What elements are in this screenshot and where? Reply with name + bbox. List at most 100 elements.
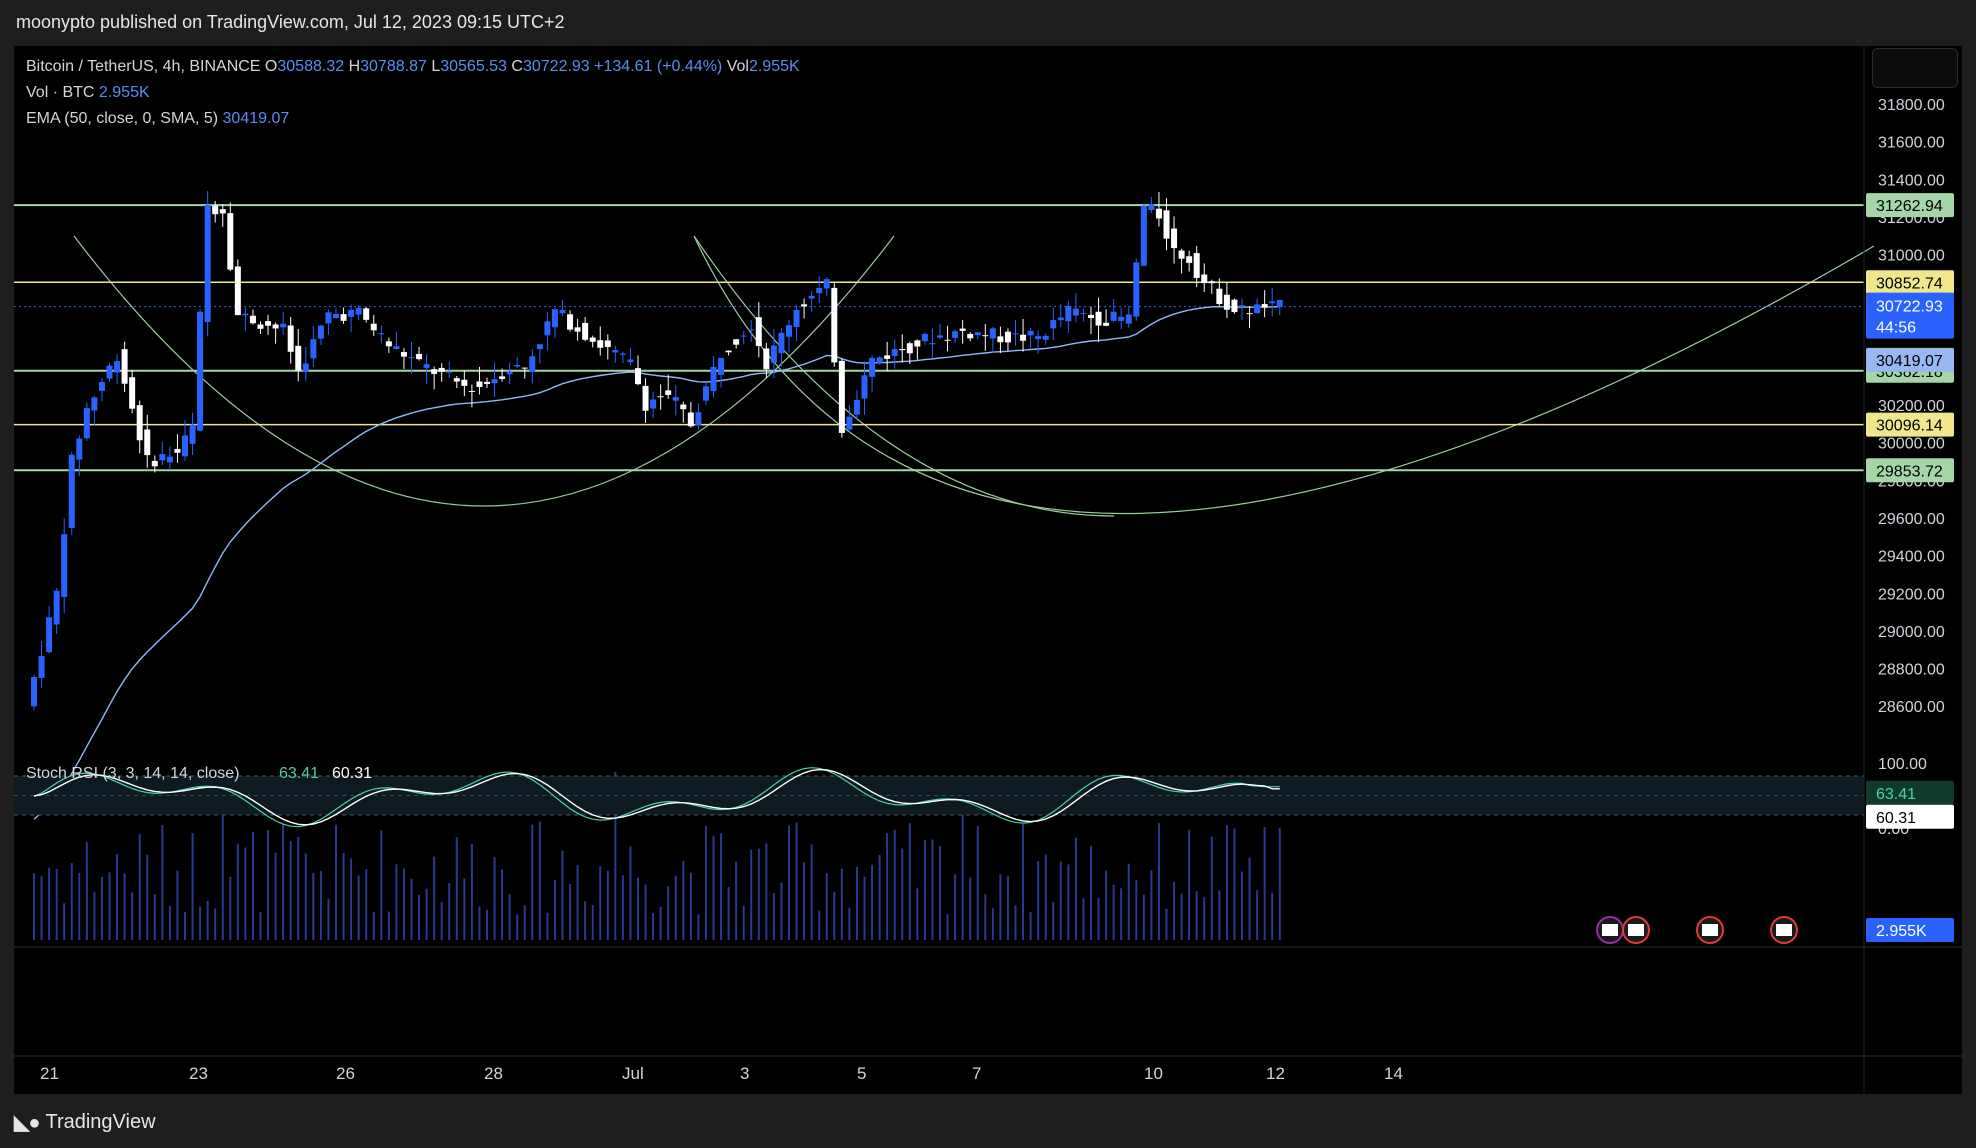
candle-body [536,344,543,350]
volume-bar [508,894,511,940]
volume-bar [674,875,677,940]
legend-vol-label: Vol [726,58,749,75]
candle-body [695,412,702,426]
candle-body [1072,308,1079,316]
volume-bar [1157,822,1160,940]
volume-bar [704,825,707,940]
volume-bar [40,876,43,940]
volume-bar [1225,825,1228,940]
legend-symbol[interactable]: Bitcoin / TetherUS, 4h, BINANCE [26,58,261,75]
stoch-k-value: 63.41 [279,765,319,782]
candle-body [921,333,928,342]
volume-bar [584,901,587,940]
candle-body [929,343,936,345]
volume-bar [991,908,994,940]
candle-body [1163,210,1170,239]
stoch-k-line [33,767,1280,828]
candle-body [287,325,294,352]
volume-bar [1082,898,1085,940]
candle-body [431,369,438,374]
ema-row-label[interactable]: EMA (50, close, 0, SMA, 5) [26,110,219,127]
chart-settings-button[interactable] [1872,48,1958,88]
candle-body [310,339,317,359]
tradingview-brand[interactable]: ◣● TradingView [14,1110,156,1135]
volume-bar [206,900,209,940]
legend-low: 30565.53 [440,58,507,75]
candle-body [906,343,913,354]
x-tick-label: Jul [622,1064,644,1083]
volume-bar [380,830,383,940]
volume-bar [916,888,919,940]
candle-body [234,266,241,316]
candle-body [604,340,611,347]
candle-body [657,396,664,398]
y-tick-label: 28800.00 [1878,662,1945,679]
candle-body [869,357,876,377]
volume-bar [282,824,285,940]
candle-body [801,304,808,307]
candle-body [484,381,490,384]
candle-body [718,357,725,375]
volume-bar [599,866,602,940]
candle-body [612,350,619,353]
volume-bar [931,839,934,940]
x-tick-label: 5 [857,1064,866,1083]
flash-event-icon-fill [1602,924,1618,936]
volume-bar [319,870,322,940]
price-chart-svg[interactable]: 31800.0031600.0031400.0031200.0031000.00… [14,46,1962,1094]
candle-body [272,324,279,329]
volume-badge: 2.955K [1876,923,1927,940]
candle-body [393,346,400,350]
candle-body [816,287,823,294]
x-tick-label: 10 [1144,1064,1163,1083]
volume-bar [1173,881,1176,940]
volume-bar [1029,912,1032,940]
volume-bar [803,862,806,940]
candle-body [219,209,226,214]
candle-body [491,379,498,384]
stoch-k-badge: 63.41 [1876,786,1916,803]
vol-row-label[interactable]: Vol · BTC [26,84,95,101]
volume-bar [433,856,436,940]
x-tick-label: 26 [336,1064,355,1083]
volume-bar [908,823,911,940]
candle-body [1065,305,1072,322]
volume-bar [561,850,564,940]
candle-body [937,335,943,338]
candle-body [1133,262,1140,317]
level-badge: 31262.94 [1876,198,1943,215]
candle-body [831,287,838,363]
candle-body [280,323,287,328]
volume-bar [1127,863,1130,940]
candle-body [53,590,60,625]
volume-bar [395,864,398,940]
candle-body [687,412,694,427]
us-flag-event-icon-fill [1702,924,1718,936]
x-tick-label: 21 [40,1064,59,1083]
volume-bar [267,829,270,940]
candle-body [129,377,136,409]
candle-body [1080,312,1087,314]
candle-body [755,317,762,346]
candle-body [1276,299,1283,308]
volume-bar [244,847,247,940]
level-badge: 29853.72 [1876,463,1943,480]
volume-bar [1022,824,1025,940]
candle-body [959,328,966,331]
volume-bar [569,884,572,940]
volume-bar [1014,905,1017,940]
candle-body [582,322,589,340]
countdown-badge: 44:56 [1876,320,1916,337]
chart-area[interactable]: 31800.00 31600.00 31400.00 31200.00 31000.00… [14,46,1962,1094]
stoch-tick-label: 100.00 [1878,756,1927,773]
candle-body [76,438,83,460]
us-flag-event-icon-fill [1776,924,1792,936]
candle-body [1186,256,1193,263]
candle-body [348,309,355,317]
candle-body [1020,334,1027,341]
volume-bar [531,824,534,940]
candle-body [808,295,815,299]
volume-bar [637,877,639,940]
volume-bar [682,860,685,940]
volume-bar [425,888,428,940]
